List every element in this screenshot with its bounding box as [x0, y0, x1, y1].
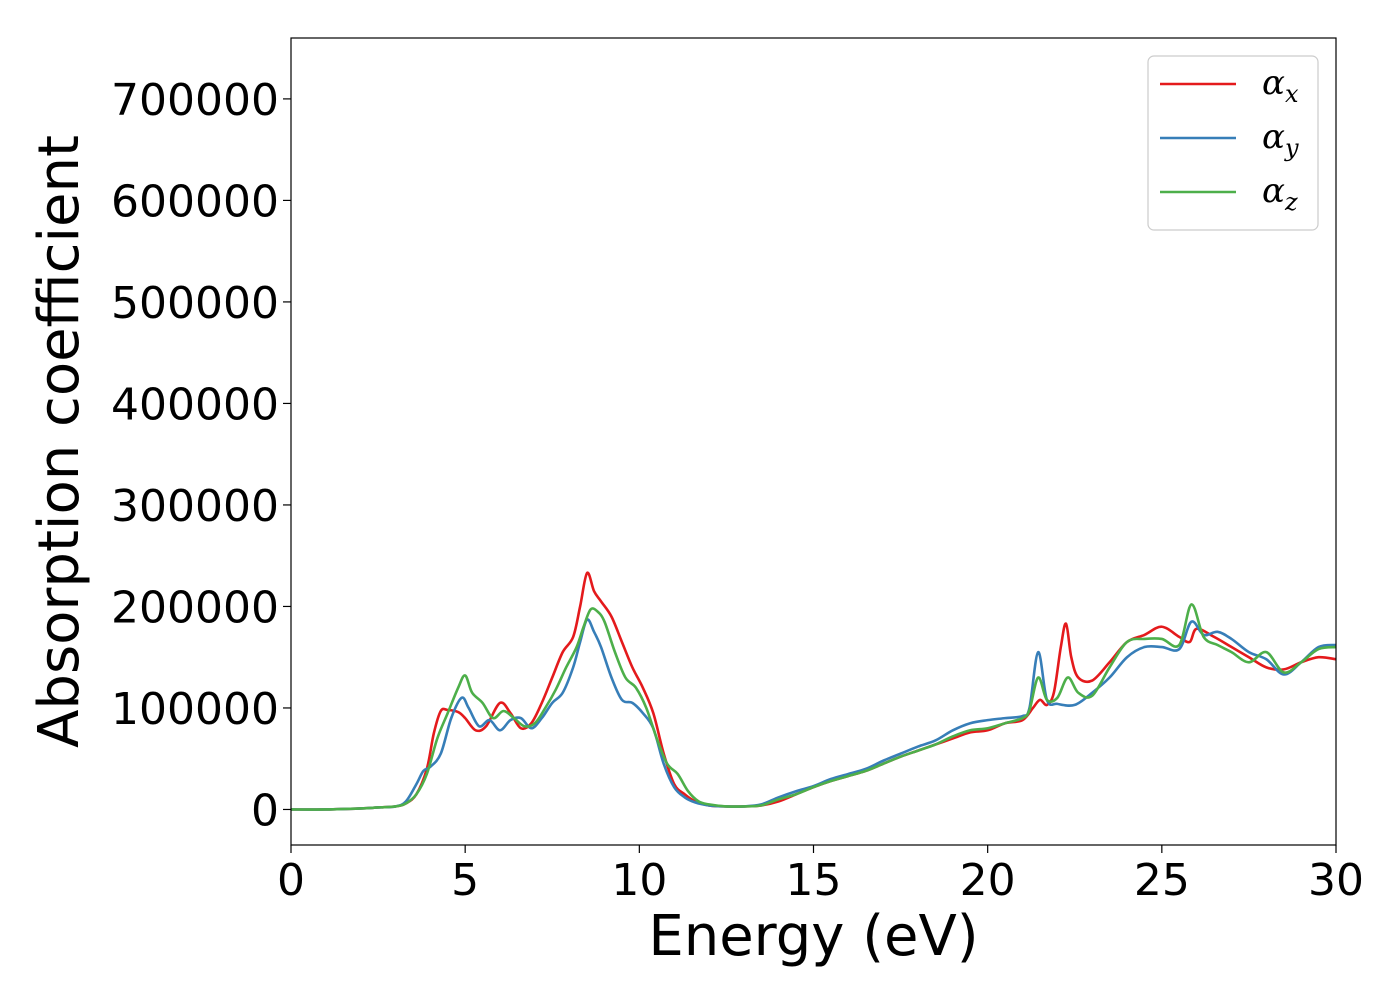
x-tick-label: 0 [277, 855, 305, 906]
y-tick-label: 200000 [111, 582, 279, 633]
series-line-z [291, 603, 1336, 811]
x-tick-label: 15 [786, 855, 842, 906]
legend-label-base: α [1262, 63, 1285, 103]
legend-label-z: αz [1262, 171, 1298, 216]
x-axis-ticks: 0 5 10 15 20 25 30 [277, 845, 1364, 906]
x-tick-label: 10 [611, 855, 667, 906]
x-tick-label: 25 [1134, 855, 1190, 906]
series-line-x [291, 571, 1336, 811]
y-tick-label: 100000 [111, 684, 279, 735]
y-tick-label: 400000 [111, 379, 279, 430]
y-tick-label: 600000 [111, 176, 279, 227]
legend-label-subscript: y [1284, 134, 1299, 162]
y-tick-label: 700000 [111, 75, 279, 126]
legend-label-y: αy [1262, 117, 1299, 162]
x-tick-label: 20 [960, 855, 1016, 906]
y-tick-label: 500000 [111, 278, 279, 329]
x-tick-label: 30 [1308, 855, 1364, 906]
legend-label-x: αx [1262, 63, 1299, 108]
legend-label-base: α [1262, 171, 1285, 211]
y-tick-label: 300000 [111, 481, 279, 532]
legend-label-subscript: x [1285, 80, 1299, 108]
x-tick-label: 5 [451, 855, 479, 906]
legend-box [1147, 55, 1319, 231]
legend-label-subscript: z [1284, 188, 1298, 216]
y-tick-label: 0 [251, 785, 279, 836]
plot-lines [291, 571, 1336, 811]
legend-label-base: α [1262, 117, 1285, 157]
y-axis-ticks: 0 100000 200000 300000 400000 500000 600000 700… [111, 75, 291, 836]
y-axis-label: Absorption coefficient [27, 135, 92, 748]
x-axis-label: Energy (eV) [648, 904, 978, 969]
